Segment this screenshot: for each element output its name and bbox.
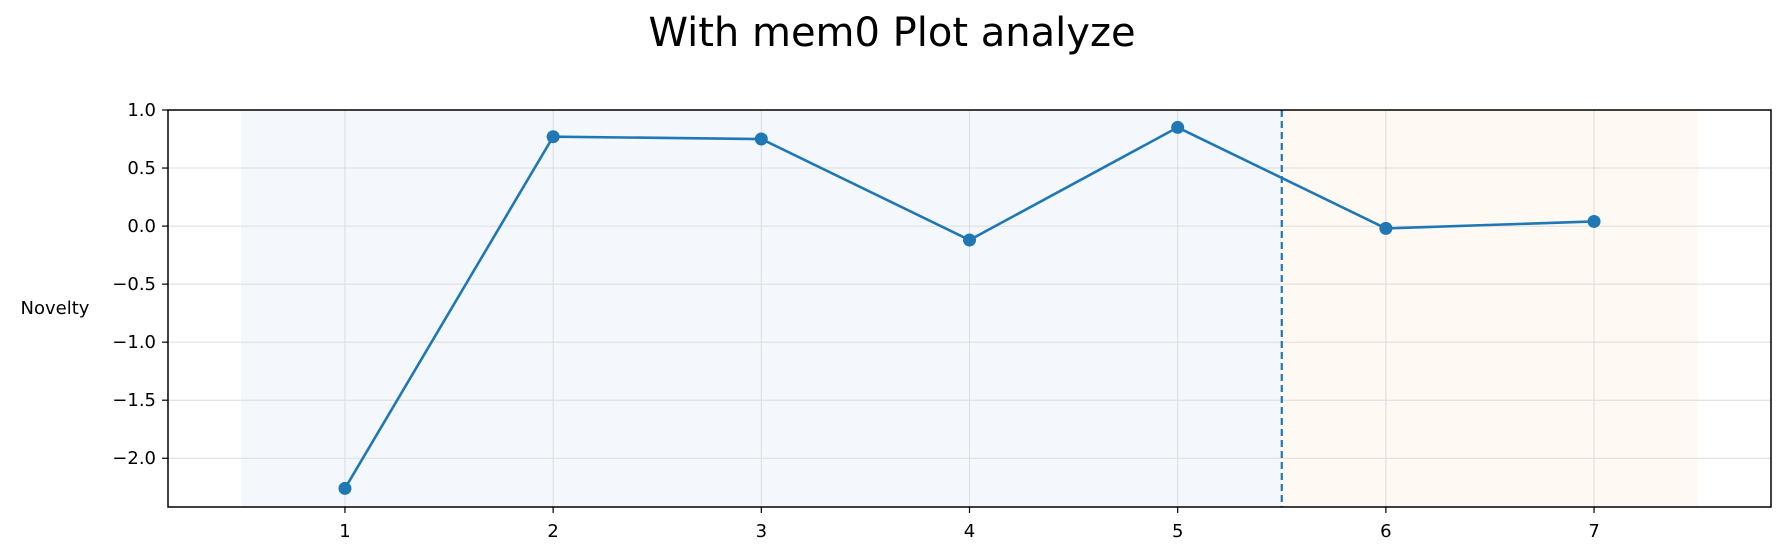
x-tick-label: 6 [1380,521,1391,542]
shaded-region-2 [1281,110,1699,507]
x-tick-label: 4 [964,521,975,542]
x-tick-label: 5 [1172,521,1183,542]
data-point-1 [338,481,352,495]
data-point-3 [754,132,768,146]
y-tick-label: −1.0 [112,332,156,353]
x-tick-label: 2 [547,521,558,542]
x-tick-label: 7 [1588,521,1599,542]
x-tick-label: 3 [756,521,767,542]
data-point-4 [963,233,976,247]
y-tick-label: 0.5 [127,158,156,179]
data-point-2 [546,130,560,144]
axis-ticks: 1 2 3 4 5 6 7 1.0 0.5 0.0 −0.5 −1.0 −1.5 −2.0 [112,100,1599,542]
data-point-7 [1587,214,1601,228]
y-tick-label: −0.5 [112,274,156,295]
y-axis-label: Novelty [21,298,90,319]
x-tick-label: 1 [339,521,350,542]
data-point-6 [1379,221,1393,235]
y-tick-label: 1.0 [127,100,156,121]
chart-title: With mem0 Plot analyze [648,10,1135,56]
data-point-5 [1171,120,1185,134]
y-tick-label: 0.0 [127,216,156,237]
y-tick-label: −2.0 [112,448,156,469]
series-layer [338,120,1601,495]
y-tick-label: −1.5 [112,390,156,411]
